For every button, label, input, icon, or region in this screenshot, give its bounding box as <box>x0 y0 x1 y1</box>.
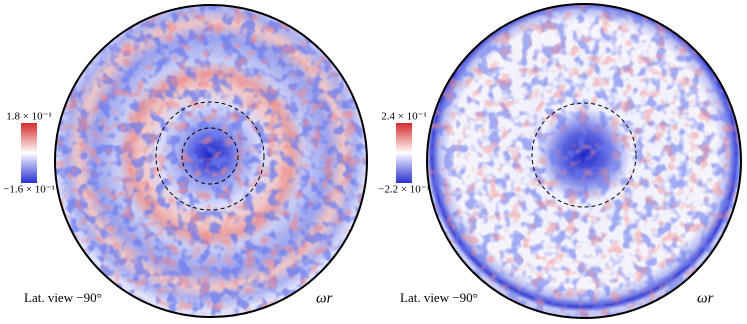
panel-right: 2.4 × 10⁻¹ −2.2 × 10⁻¹ Lat. view −90° ωr <box>378 3 742 319</box>
colorbar-min: −2.2 × 10⁻¹ <box>378 184 430 196</box>
noise <box>427 4 741 318</box>
noise <box>55 5 367 317</box>
disk-border <box>426 3 742 319</box>
dashed-circle <box>181 127 239 185</box>
colorbar <box>396 123 412 183</box>
colorbar-min: −1.6 × 10⁻¹ <box>3 184 55 196</box>
disk-border <box>54 4 368 318</box>
colorbar-max: 2.4 × 10⁻¹ <box>381 111 427 123</box>
dashed-circle <box>531 102 637 208</box>
view-label: Lat. view −90° <box>400 290 478 305</box>
dashed-circle <box>155 101 265 211</box>
panel-left: 1.8 × 10⁻¹ −1.6 × 10⁻¹ Lat. view −90° ωr <box>3 4 368 318</box>
view-label: Lat. view −90° <box>24 290 102 305</box>
field-label: ωr <box>316 290 333 306</box>
colorbar <box>21 123 37 183</box>
colorbar-max: 1.8 × 10⁻¹ <box>6 111 52 123</box>
field-label: ωr <box>697 290 714 306</box>
